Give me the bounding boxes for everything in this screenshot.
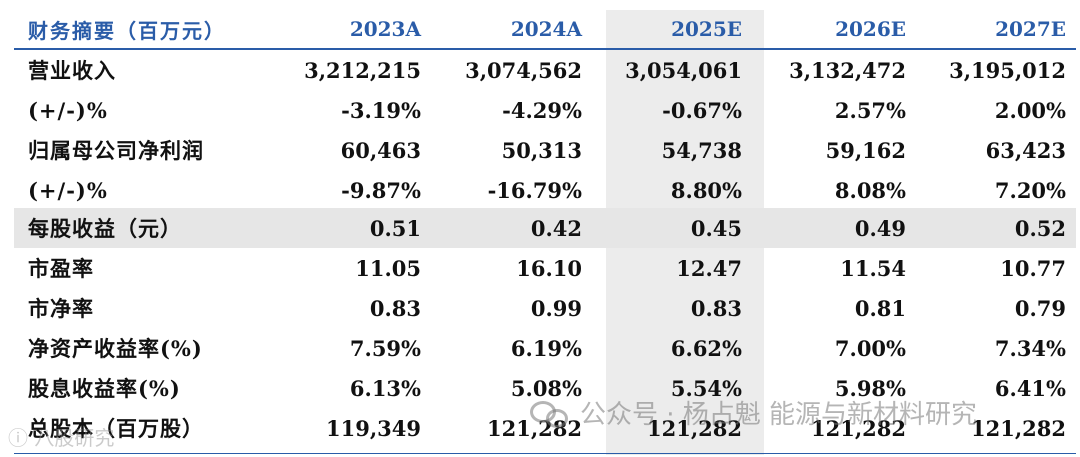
table-row: 市净率 0.83 0.99 0.83 0.81 0.79: [14, 288, 1076, 328]
table-cell: 121,282: [971, 415, 1066, 441]
table-cell: 0.99: [530, 295, 582, 321]
watermark: 公众号 · 杨占魁 能源与新材料研究: [530, 394, 977, 431]
table-cell: 60,463: [340, 137, 421, 163]
corner-watermark: ⓘ 八股研究: [8, 426, 115, 450]
row-label: 营业收入: [28, 58, 116, 83]
table-cell: 119,349: [326, 415, 421, 441]
table-cell: -16.79%: [487, 177, 582, 203]
header-2024a: 2024A: [510, 17, 582, 41]
table-cell: 6.19%: [510, 335, 582, 361]
table-cell: 8.80%: [670, 177, 742, 203]
table-cell: 121,282: [647, 415, 742, 441]
table-cell: 0.83: [369, 295, 421, 321]
table-cell: 16.10: [516, 255, 582, 281]
table-cell: 0.79: [1014, 295, 1066, 321]
table-cell: 5.54%: [670, 375, 742, 401]
table-cell: 0.52: [1014, 215, 1066, 241]
header-2026e: 2026E: [835, 17, 906, 41]
table-cell: -9.87%: [341, 177, 421, 203]
table-cell: 3,212,215: [304, 57, 421, 83]
table-cell: 0.49: [854, 215, 906, 241]
row-label: 总股本（百万股）: [28, 416, 204, 441]
table-cell: 0.45: [690, 215, 742, 241]
table-cell: 63,423: [985, 137, 1066, 163]
table-cell: 12.47: [676, 255, 742, 281]
table-cell: 7.59%: [349, 335, 421, 361]
table-cell: 7.20%: [994, 177, 1066, 203]
row-label: (+/-)%: [28, 97, 108, 123]
table-cell: 6.13%: [349, 375, 421, 401]
table-cell: 3,054,061: [625, 57, 742, 83]
table-cell: 7.34%: [994, 335, 1066, 361]
header-2025e: 2025E: [671, 17, 742, 41]
table-cell: 54,738: [661, 137, 742, 163]
row-label: 市净率: [28, 296, 94, 321]
table-cell: 8.08%: [834, 177, 906, 203]
table-row: 营业收入 3,212,215 3,074,562 3,054,061 3,132…: [14, 50, 1076, 90]
table-cell: 11.05: [355, 255, 421, 281]
row-label: 股息收益率(%): [28, 376, 181, 401]
row-label: 归属母公司净利润: [28, 138, 204, 163]
table-cell: 2.00%: [994, 97, 1066, 123]
row-label: 每股收益（元）: [28, 216, 182, 241]
table-cell: 6.62%: [670, 335, 742, 361]
table-cell: 0.81: [854, 295, 906, 321]
table-cell: 5.08%: [510, 375, 582, 401]
table-row: 归属母公司净利润 60,463 50,313 54,738 59,162 63,…: [14, 130, 1076, 170]
watermark-text: 公众号 · 杨占魁 能源与新材料研究: [580, 400, 978, 430]
table-header: 财务摘要（百万元） 2023A 2024A 2025E 2026E 2027E: [14, 10, 1076, 50]
wechat-icon: [530, 399, 570, 428]
row-label: 市盈率: [28, 256, 94, 281]
table-cell: 10.77: [1000, 255, 1066, 281]
table-cell: 3,074,562: [465, 57, 582, 83]
header-2027e: 2027E: [995, 17, 1066, 41]
table-cell: 121,282: [811, 415, 906, 441]
table-row: 每股收益（元） 0.51 0.42 0.45 0.49 0.52: [14, 208, 1076, 248]
table-row: (+/-)% -9.87% -16.79% 8.80% 8.08% 7.20%: [14, 170, 1076, 210]
header-2023a: 2023A: [349, 17, 421, 41]
table-cell: 3,132,472: [789, 57, 906, 83]
table-cell: -4.29%: [502, 97, 582, 123]
table-row: 股息收益率(%) 6.13% 5.08% 5.54% 5.98% 6.41%: [14, 368, 1076, 408]
table-cell: 6.41%: [994, 375, 1066, 401]
table-cell: 7.00%: [834, 335, 906, 361]
table-cell: 0.42: [530, 215, 582, 241]
table-cell: 59,162: [825, 137, 906, 163]
table-cell: 11.54: [840, 255, 906, 281]
table-cell: 5.98%: [834, 375, 906, 401]
table-cell: -3.19%: [341, 97, 421, 123]
header-label: 财务摘要（百万元）: [28, 18, 226, 43]
table-row: (+/-)% -3.19% -4.29% -0.67% 2.57% 2.00%: [14, 90, 1076, 130]
table-cell: 0.83: [690, 295, 742, 321]
table-row: 市盈率 11.05 16.10 12.47 11.54 10.77: [14, 248, 1076, 288]
table-bottom-border: [14, 453, 1076, 454]
row-label: 净资产收益率(%): [28, 336, 203, 361]
row-label: (+/-)%: [28, 177, 108, 203]
table-cell: -0.67%: [662, 97, 742, 123]
table-cell: 50,313: [501, 137, 582, 163]
table-cell: 3,195,012: [949, 57, 1066, 83]
table-row: 总股本（百万股） 119,349 121,282 121,282 121,282…: [14, 408, 1076, 448]
table-row: 净资产收益率(%) 7.59% 6.19% 6.62% 7.00% 7.34%: [14, 328, 1076, 368]
table-cell: 0.51: [369, 215, 421, 241]
table-cell: 2.57%: [834, 97, 906, 123]
